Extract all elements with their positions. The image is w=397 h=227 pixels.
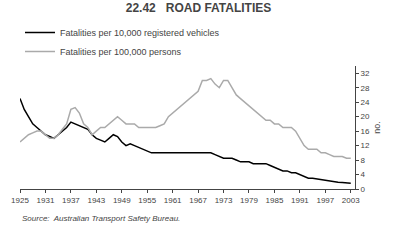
svg-text:2003: 2003 <box>342 196 360 205</box>
svg-text:1997: 1997 <box>316 196 334 205</box>
svg-text:1937: 1937 <box>62 196 80 205</box>
svg-text:Fatalities per 10,000 register: Fatalities per 10,000 registered vehicle… <box>60 28 220 38</box>
svg-text:22.42 ROAD FATALITIES: 22.42 ROAD FATALITIES <box>126 1 272 15</box>
svg-text:1991: 1991 <box>291 196 309 205</box>
svg-text:1931: 1931 <box>37 196 55 205</box>
svg-text:32: 32 <box>361 69 370 78</box>
svg-text:1955: 1955 <box>138 196 156 205</box>
svg-text:Source: Australian Transport: Source: Australian Transport Safety Bure… <box>22 214 180 223</box>
svg-text:20: 20 <box>361 112 370 121</box>
svg-text:12: 12 <box>361 141 370 150</box>
svg-text:1949: 1949 <box>113 196 131 205</box>
svg-text:1943: 1943 <box>87 196 105 205</box>
svg-text:0: 0 <box>361 185 366 194</box>
svg-text:1985: 1985 <box>266 196 284 205</box>
svg-text:1961: 1961 <box>164 196 182 205</box>
svg-text:16: 16 <box>361 127 370 136</box>
svg-text:1979: 1979 <box>240 196 258 205</box>
svg-text:24: 24 <box>361 98 370 107</box>
svg-text:1973: 1973 <box>215 196 233 205</box>
svg-text:4: 4 <box>361 170 366 179</box>
svg-text:no.: no. <box>372 121 382 134</box>
svg-text:8: 8 <box>361 156 366 165</box>
svg-text:1925: 1925 <box>11 196 29 205</box>
svg-text:Fatalities per 100,000 persons: Fatalities per 100,000 persons <box>60 47 182 57</box>
svg-text:1967: 1967 <box>189 196 207 205</box>
svg-text:28: 28 <box>361 84 370 93</box>
